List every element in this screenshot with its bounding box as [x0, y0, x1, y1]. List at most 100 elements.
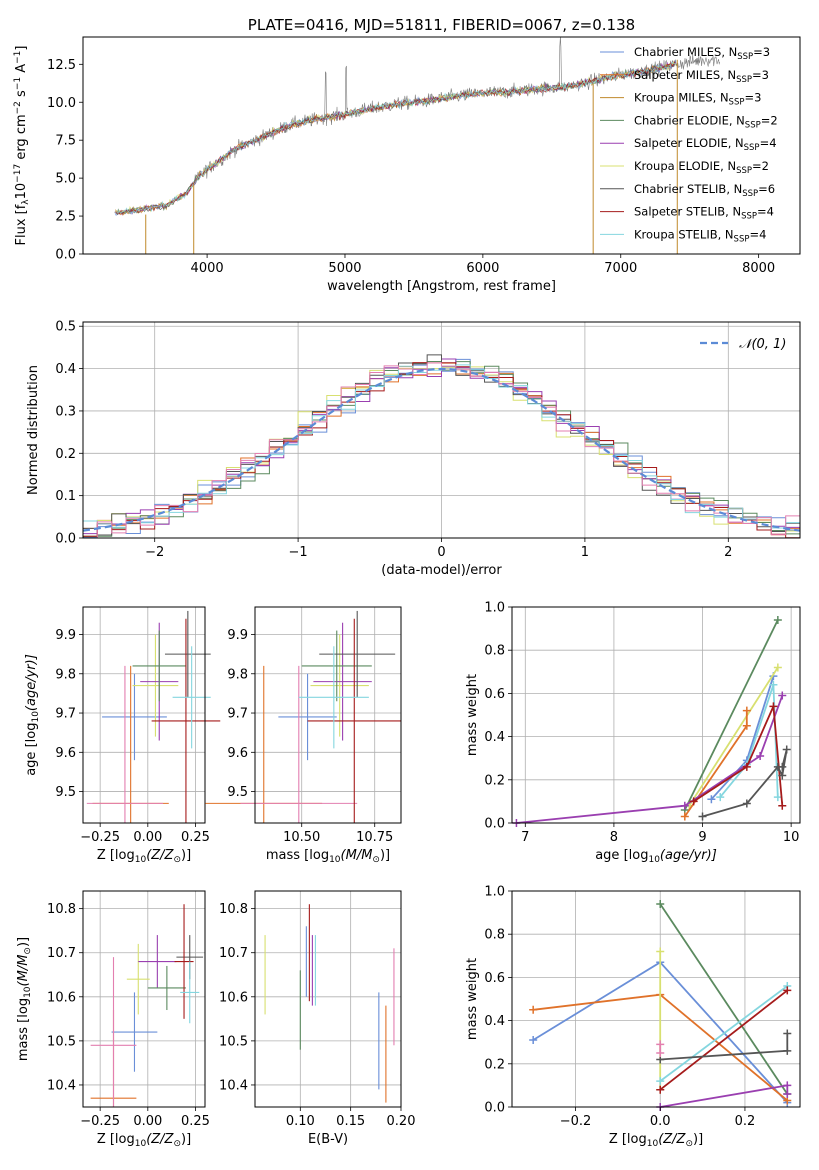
weight-line-salpeter-stelib — [659, 989, 788, 1091]
y-tick-label: 10.8 — [47, 902, 76, 917]
y-tick-label: 0.2 — [55, 447, 76, 462]
y-tick-label: 9.6 — [55, 746, 76, 761]
model-line-kroupa-elodie — [115, 61, 677, 215]
x-tick-label: 10.75 — [356, 830, 393, 845]
x-tick-label: 8 — [610, 830, 618, 845]
spectrum-title: PLATE=0416, MJD=51811, FIBERID=0067, z=0… — [248, 16, 635, 34]
legend-label: Kroupa STELIB, NSSP=4 — [634, 227, 766, 244]
plus-marker — [773, 793, 782, 802]
y-tick-label: 10.7 — [47, 946, 76, 961]
plus-marker — [778, 801, 787, 810]
plus-marker — [742, 762, 751, 771]
y-tick-label: 0.8 — [484, 928, 505, 943]
x-tick-label: 5000 — [328, 261, 361, 276]
y-tick-label: 0.0 — [55, 248, 76, 263]
weight-age-ylabel: mass weight — [465, 674, 480, 756]
x-tick-label: −0.25 — [80, 830, 120, 845]
x-tick-label: 0.0 — [650, 1114, 671, 1129]
y-tick-label: 0.0 — [55, 532, 76, 547]
x-tick-label: 7000 — [604, 261, 637, 276]
x-tick-label: 9 — [698, 830, 706, 845]
plus-marker — [769, 680, 778, 689]
legend-label: Chabrier MILES, NSSP=3 — [634, 45, 770, 62]
residual-ylabel: Normed distribution — [26, 365, 41, 495]
y-tick-label: 0.2 — [484, 773, 505, 788]
x-tick-label: −0.25 — [80, 1114, 120, 1129]
x-tick-label: 0.25 — [181, 1114, 210, 1129]
x-tick-label: 7 — [521, 830, 529, 845]
plus-marker — [773, 663, 782, 672]
weight-z-xlabel: Z [log10(Z/Z⊙)] — [609, 1132, 703, 1149]
y-tick-label: 0.6 — [484, 687, 505, 702]
legend-label: Kroupa ELODIE, NSSP=2 — [634, 159, 769, 176]
plus-marker — [778, 771, 787, 780]
y-tick-label: 10.4 — [47, 1078, 76, 1093]
y-tick-label: 10.4 — [219, 1078, 248, 1093]
plus-marker — [707, 795, 716, 804]
weight-line-kroupa-elodie — [688, 667, 779, 807]
plus-marker — [773, 615, 782, 624]
legend-label: Salpeter MILES, NSSP=3 — [634, 68, 769, 85]
x-tick-label: 0.00 — [133, 1114, 162, 1129]
plus-marker — [656, 1085, 665, 1094]
legend-label: Chabrier STELIB, NSSP=6 — [634, 182, 775, 199]
weight-age-xlabel: age [log10(age/yr)] — [595, 848, 717, 865]
model-line-chabrier-stelib — [116, 61, 676, 216]
plus-marker — [783, 1046, 792, 1055]
age-mass-xlabel: mass [log10(M/M⊙)] — [266, 848, 390, 865]
legend-label: Salpeter STELIB, NSSP=4 — [634, 205, 774, 222]
plus-marker — [698, 812, 707, 821]
x-tick-label: −1 — [289, 545, 308, 560]
plus-marker — [783, 1029, 792, 1038]
x-tick-label: 0.15 — [336, 1114, 365, 1129]
x-tick-label: 0.2 — [735, 1114, 756, 1129]
y-tick-label: 0.5 — [55, 320, 76, 335]
spectrum-panel: 4000 5000 6000 7000 8000 0.0 2.5 5.0 7.5 10.0 12.5… — [13, 16, 801, 294]
spectrum-data-line — [114, 37, 721, 215]
y-tick-label: 9.7 — [227, 707, 248, 722]
y-tick-label: 2.5 — [55, 210, 76, 225]
y-tick-label: 10.6 — [47, 990, 76, 1005]
legend-label: Kroupa MILES, NSSP=3 — [634, 91, 761, 108]
y-tick-label: 0.0 — [484, 1101, 505, 1116]
plus-marker — [680, 812, 689, 821]
legend-label: 𝒩(0, 1) — [739, 337, 786, 352]
normal-curve — [82, 367, 801, 532]
plus-marker — [769, 702, 778, 711]
y-tick-label: 0.6 — [484, 971, 505, 986]
plus-marker — [778, 691, 787, 700]
x-tick-label: 10 — [783, 830, 800, 845]
y-tick-label: 9.8 — [227, 667, 248, 682]
x-tick-label: 10.50 — [283, 830, 320, 845]
plus-marker — [689, 797, 698, 806]
plus-marker — [783, 1081, 792, 1090]
plus-marker — [656, 1049, 665, 1057]
y-tick-label: 0.3 — [55, 404, 76, 419]
plus-marker — [656, 947, 665, 956]
y-tick-label: 0.4 — [55, 362, 76, 377]
y-tick-label: 10.8 — [219, 902, 248, 917]
plus-marker — [783, 986, 792, 995]
y-tick-label: 12.5 — [47, 58, 76, 73]
x-tick-label: −0.2 — [560, 1114, 592, 1129]
age-vs-mass-panel: 10.50 10.75 9.5 9.6 9.7 9.8 9.9 mass [log10(M/… — [205, 606, 402, 865]
plus-marker — [529, 1005, 538, 1014]
residual-legend: 𝒩(0, 1) — [700, 337, 786, 352]
spectrum-legend: Chabrier MILES, NSSP=3 Salpeter MILES, NS… — [600, 45, 778, 244]
age-z-ylabel: age [log10(age/yr)] — [24, 654, 41, 776]
mass-vs-ebv-panel: 0.10 0.15 0.20 10.4 10.5 10.6 10.7 10.8 E(B-V) — [219, 890, 415, 1147]
plus-marker — [656, 899, 665, 908]
plus-marker — [742, 706, 751, 715]
mass-vs-metallicity-panel: −0.25 0.00 0.25 10.4 10.5 10.6 10.7 10.8 Z [log… — [16, 890, 210, 1149]
y-tick-label: 0.4 — [484, 1014, 505, 1029]
x-tick-label: 8000 — [742, 261, 775, 276]
plus-marker — [656, 1077, 665, 1086]
y-tick-label: 9.9 — [55, 628, 76, 643]
x-tick-label: 0.10 — [286, 1114, 315, 1129]
weight-line-chabrier-elodie — [659, 903, 789, 1095]
mass-z-xlabel: Z [log10(Z/Z⊙)] — [97, 1132, 191, 1149]
plus-marker — [742, 799, 751, 808]
weight-line-salpeter-elodie — [660, 1084, 789, 1108]
plus-marker — [756, 752, 765, 761]
weight-line-salpeter-stelib — [693, 706, 784, 806]
